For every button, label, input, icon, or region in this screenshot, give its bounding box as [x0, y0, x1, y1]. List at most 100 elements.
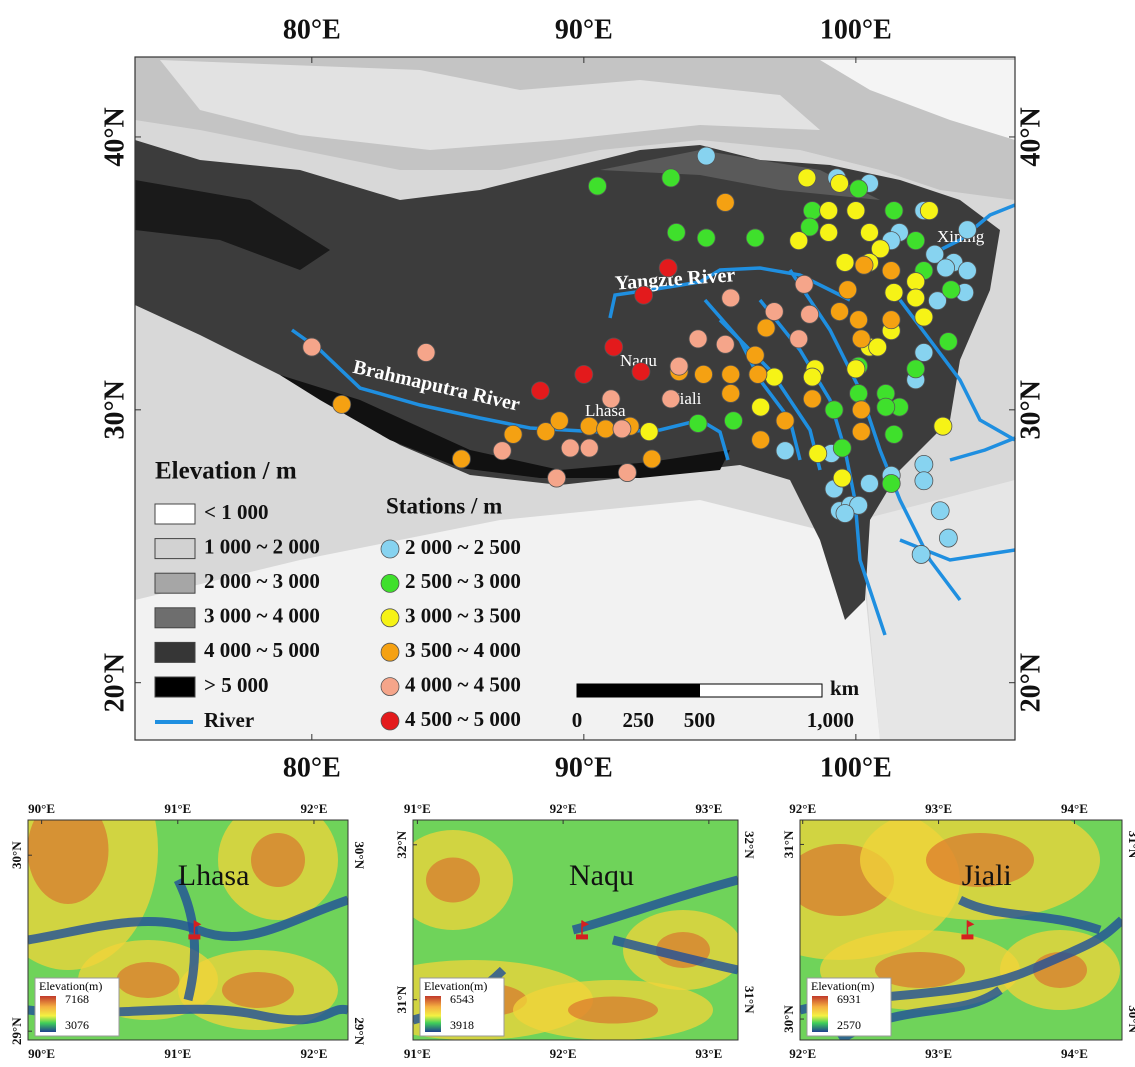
station	[670, 357, 688, 375]
inset-y-tick-label-right: 32°N	[742, 831, 757, 859]
station-flag-base	[188, 934, 200, 939]
station	[716, 193, 734, 211]
inset-legend-max: 6931	[837, 992, 861, 1006]
station	[860, 223, 878, 241]
terrain-peak	[251, 833, 305, 887]
station	[618, 464, 636, 482]
legend-label: < 1 000	[204, 500, 268, 524]
legend-marker	[381, 643, 399, 661]
station	[765, 368, 783, 386]
station	[580, 439, 598, 457]
station	[749, 365, 767, 383]
station	[602, 390, 620, 408]
y-tick-label-left: 30°N	[99, 380, 130, 439]
legend-label: 3 000 ~ 4 000	[204, 604, 320, 628]
station	[303, 338, 321, 356]
station	[847, 360, 865, 378]
station	[798, 169, 816, 187]
legend-swatch	[155, 504, 195, 524]
station	[504, 425, 522, 443]
station	[550, 412, 568, 430]
station	[912, 545, 930, 563]
station	[907, 232, 925, 250]
station	[531, 382, 549, 400]
legend-marker	[381, 712, 399, 730]
station	[825, 401, 843, 419]
station	[885, 202, 903, 220]
inset-legend-ramp	[425, 996, 441, 1032]
y-tick-label-left: 40°N	[99, 107, 130, 166]
legend-label: 2 500 ~ 3 000	[405, 569, 521, 593]
station	[850, 311, 868, 329]
inset-x-tick-label-top: 91°E	[164, 801, 191, 816]
inset-legend-ramp	[40, 996, 56, 1032]
inset-x-tick-label-top: 91°E	[404, 801, 431, 816]
scale-bar-black	[577, 684, 700, 697]
legend-label: 3 500 ~ 4 000	[405, 638, 521, 662]
station	[852, 330, 870, 348]
station	[931, 502, 949, 520]
legend-label: > 5 000	[204, 673, 268, 697]
legend-label: 3 000 ~ 3 500	[405, 604, 521, 628]
station	[689, 414, 707, 432]
station	[667, 223, 685, 241]
terrain-peak	[426, 858, 480, 903]
station	[915, 472, 933, 490]
station	[613, 420, 631, 438]
station	[877, 398, 895, 416]
inset-legend-title: Elevation(m)	[39, 979, 102, 993]
inset-x-tick-label-bottom: 93°E	[695, 1046, 722, 1061]
station	[907, 289, 925, 307]
scale-label: 250	[623, 708, 655, 732]
station	[885, 425, 903, 443]
station	[803, 390, 821, 408]
station	[869, 338, 887, 356]
inset-title: Naqu	[569, 859, 634, 892]
legend-label: River	[204, 708, 254, 732]
station	[561, 439, 579, 457]
legend-marker	[381, 678, 399, 696]
station	[958, 221, 976, 239]
terrain-peak	[568, 997, 658, 1024]
legend-marker	[381, 574, 399, 592]
inset-x-tick-label-bottom: 91°E	[404, 1046, 431, 1061]
inset-x-tick-label-top: 90°E	[28, 801, 55, 816]
station	[820, 223, 838, 241]
station	[722, 384, 740, 402]
x-tick-label-top: 100°E	[820, 14, 892, 45]
inset-title: Lhasa	[178, 859, 250, 892]
station	[746, 229, 764, 247]
inset-y-tick-label-left: 32°N	[394, 830, 409, 858]
inset-y-tick-label-left: 29°N	[9, 1017, 24, 1045]
station	[632, 363, 650, 381]
station	[417, 344, 435, 362]
station	[575, 365, 593, 383]
station	[724, 412, 742, 430]
legend-label: 2 000 ~ 2 500	[405, 535, 521, 559]
scale-unit: km	[830, 676, 860, 700]
y-tick-label-right: 40°N	[1015, 107, 1046, 166]
inset-legend-title: Elevation(m)	[811, 979, 874, 993]
inset-legend-ramp	[812, 996, 828, 1032]
station	[580, 417, 598, 435]
station	[640, 423, 658, 441]
station	[790, 232, 808, 250]
station	[695, 365, 713, 383]
station	[820, 202, 838, 220]
inset-y-tick-label-right: 30°N	[352, 841, 367, 869]
inset-legend-max: 7168	[65, 992, 89, 1006]
scale-label: 500	[684, 708, 716, 732]
inset-x-tick-label-bottom: 92°E	[789, 1046, 816, 1061]
legend-swatch	[155, 573, 195, 593]
inset-y-tick-label-left: 31°N	[781, 830, 796, 858]
inset-y-tick-label-right: 29°N	[352, 1017, 367, 1045]
station	[920, 202, 938, 220]
inset-terrain	[353, 820, 743, 1040]
inset-x-tick-label-top: 93°E	[695, 801, 722, 816]
inset-x-tick-label-bottom: 94°E	[1061, 1046, 1088, 1061]
station	[790, 330, 808, 348]
station	[939, 529, 957, 547]
inset-title: Jiali	[962, 859, 1012, 892]
station	[689, 330, 707, 348]
